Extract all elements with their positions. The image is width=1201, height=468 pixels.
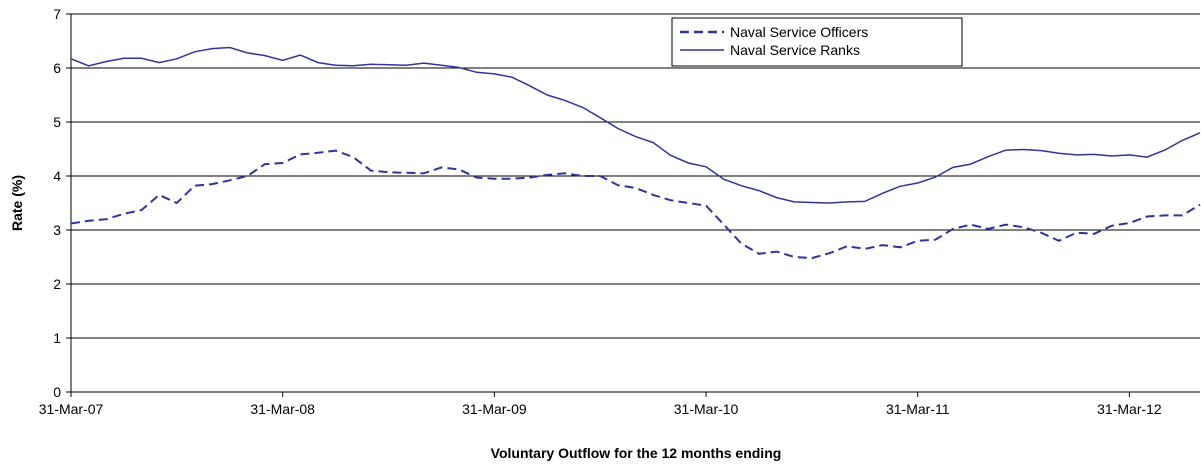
x-tick-label: 31-Mar-07 bbox=[39, 401, 104, 417]
y-tick-label: 1 bbox=[53, 330, 61, 346]
x-tick-label: 31-Mar-12 bbox=[1097, 401, 1162, 417]
series-line bbox=[70, 46, 1201, 204]
x-tick-label: 31-Mar-11 bbox=[886, 401, 950, 417]
legend-box bbox=[671, 17, 963, 67]
x-tick-label: 31-Mar-09 bbox=[462, 401, 527, 417]
y-tick-label: 7 bbox=[53, 6, 61, 22]
y-tick-label: 6 bbox=[53, 60, 61, 76]
legend-label: Naval Service Officers bbox=[730, 24, 868, 40]
series-line bbox=[70, 149, 1201, 260]
x-axis-label: Voluntary Outflow for the 12 months endi… bbox=[491, 445, 782, 461]
x-tick-label: 31-Mar-08 bbox=[250, 401, 315, 417]
x-tick-label: 31-Mar-10 bbox=[674, 401, 739, 417]
y-tick-label: 4 bbox=[53, 168, 61, 184]
y-tick-label: 2 bbox=[53, 276, 61, 292]
y-tick-label: 5 bbox=[53, 114, 61, 130]
y-axis-label: Rate (%) bbox=[9, 175, 25, 231]
y-tick-label: 0 bbox=[53, 384, 61, 400]
legend-label: Naval Service Ranks bbox=[730, 42, 860, 58]
y-tick-label: 3 bbox=[53, 222, 61, 238]
